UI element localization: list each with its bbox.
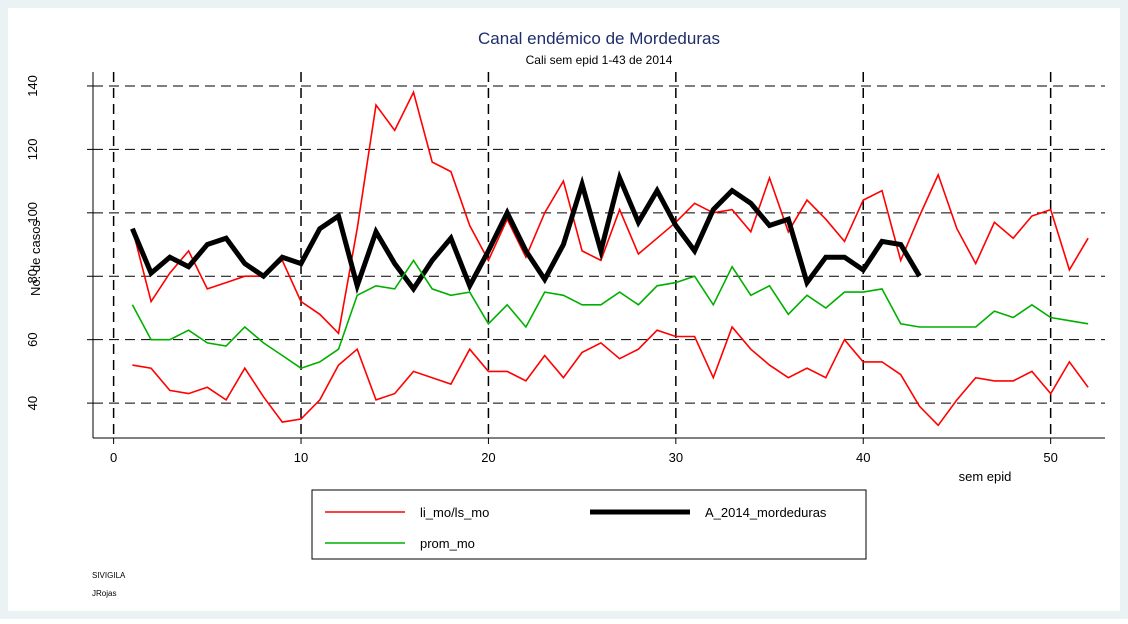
y-tick-label: 40: [25, 396, 40, 410]
legend-label: li_mo/ls_mo: [420, 505, 489, 520]
x-tick-label: 50: [1043, 450, 1057, 465]
legend: [311, 489, 867, 560]
chart-title: Canal endémico de Mordeduras: [478, 29, 720, 48]
x-tick-label: 20: [481, 450, 495, 465]
y-tick-label: 80: [25, 269, 40, 283]
y-tick-label: 120: [25, 139, 40, 161]
chart-subtitle: Cali sem epid 1-43 de 2014: [526, 53, 673, 67]
x-tick-label: 0: [110, 450, 117, 465]
line: [130, 170, 922, 295]
line: [132, 325, 1089, 427]
y-tick-label: 140: [25, 75, 40, 97]
y-tick-label: 100: [25, 202, 40, 224]
x-tick-label: 30: [669, 450, 683, 465]
note: JRojas: [92, 589, 116, 598]
y-tick-label: 60: [25, 332, 40, 346]
line: [131, 90, 1089, 335]
note: SIVIGILA: [92, 571, 126, 580]
x-axis-title: sem epid: [959, 469, 1012, 484]
y-axis-title: No. de casos: [28, 220, 43, 296]
legend-label: A_2014_mordeduras: [705, 505, 827, 520]
legend-label: prom_mo: [420, 536, 475, 551]
line: [131, 258, 1089, 370]
x-tick-label: 10: [294, 450, 308, 465]
x-tick-label: 40: [856, 450, 870, 465]
